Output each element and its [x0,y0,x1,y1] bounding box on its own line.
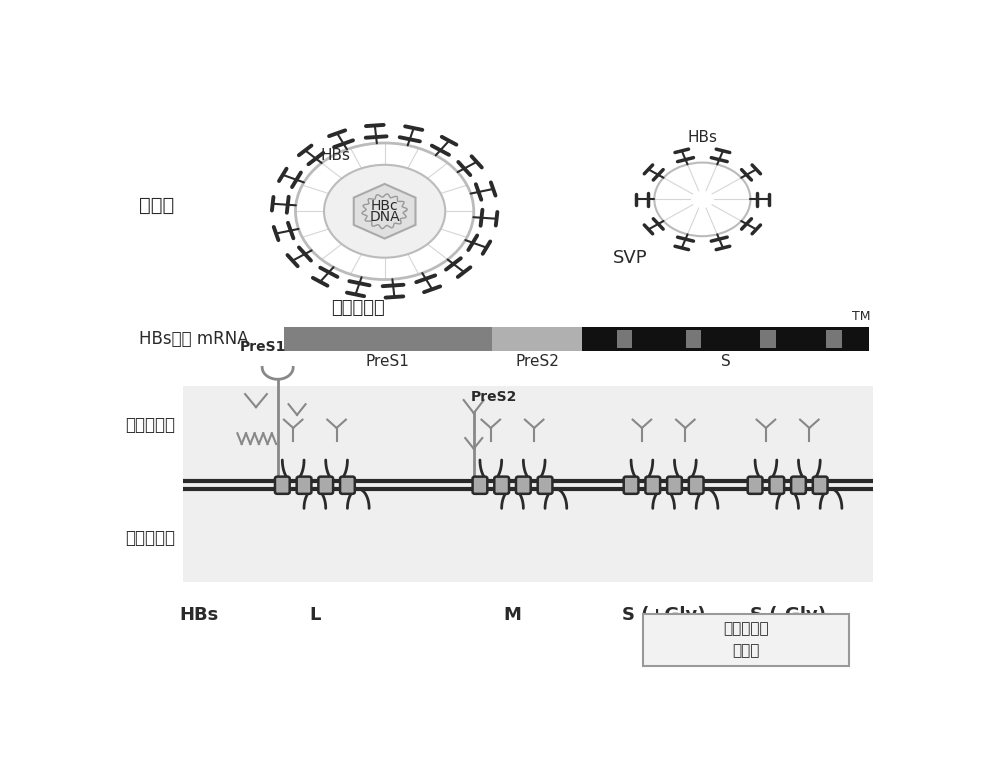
Text: PreS1: PreS1 [240,340,286,354]
Bar [617,330,632,348]
Text: HBs: HBs [687,130,717,145]
Text: PreS2: PreS2 [471,390,517,404]
Bar [183,386,873,582]
Text: 病毒的内侧: 病毒的内侧 [125,529,175,547]
FancyBboxPatch shape [689,476,704,494]
Text: HBs: HBs [179,606,218,624]
FancyBboxPatch shape [275,476,290,494]
FancyBboxPatch shape [748,476,762,494]
Bar [686,330,701,348]
FancyBboxPatch shape [813,476,828,494]
FancyBboxPatch shape [318,476,333,494]
Text: 病毒的外侧: 病毒的外侧 [125,416,175,434]
Text: PreS1: PreS1 [366,355,410,369]
Circle shape [324,165,445,258]
FancyBboxPatch shape [538,476,552,494]
Text: SVP: SVP [613,249,648,268]
FancyBboxPatch shape [645,476,660,494]
Text: PreS2: PreS2 [515,355,559,369]
FancyBboxPatch shape [791,476,806,494]
Bar [826,330,842,348]
Text: TM: TM [852,311,871,324]
Text: 大球形颗粒: 大球形颗粒 [331,298,385,317]
FancyBboxPatch shape [473,476,487,494]
Text: S (-Gly): S (-Gly) [750,606,826,624]
Text: S (+Gly): S (+Gly) [622,606,705,624]
FancyBboxPatch shape [643,614,849,666]
FancyBboxPatch shape [516,476,531,494]
FancyBboxPatch shape [769,476,784,494]
Text: HBs: HBs [321,148,351,163]
Text: 血清中: 血清中 [139,196,174,215]
Text: L: L [309,606,321,624]
Text: S: S [721,355,731,369]
Bar [760,330,776,348]
Bar [492,327,582,351]
Text: HBc: HBc [371,200,398,214]
Text: 以往的疫苗
的抗原: 以往的疫苗 的抗原 [723,621,769,658]
FancyBboxPatch shape [624,476,638,494]
Polygon shape [354,184,415,238]
FancyBboxPatch shape [494,476,509,494]
FancyBboxPatch shape [667,476,682,494]
Bar [284,327,492,351]
Text: M: M [504,606,521,624]
FancyBboxPatch shape [297,476,311,494]
FancyBboxPatch shape [340,476,355,494]
Text: HBs抗原 mRNA: HBs抗原 mRNA [139,330,249,348]
Bar [582,327,869,351]
Text: DNA: DNA [369,210,400,224]
